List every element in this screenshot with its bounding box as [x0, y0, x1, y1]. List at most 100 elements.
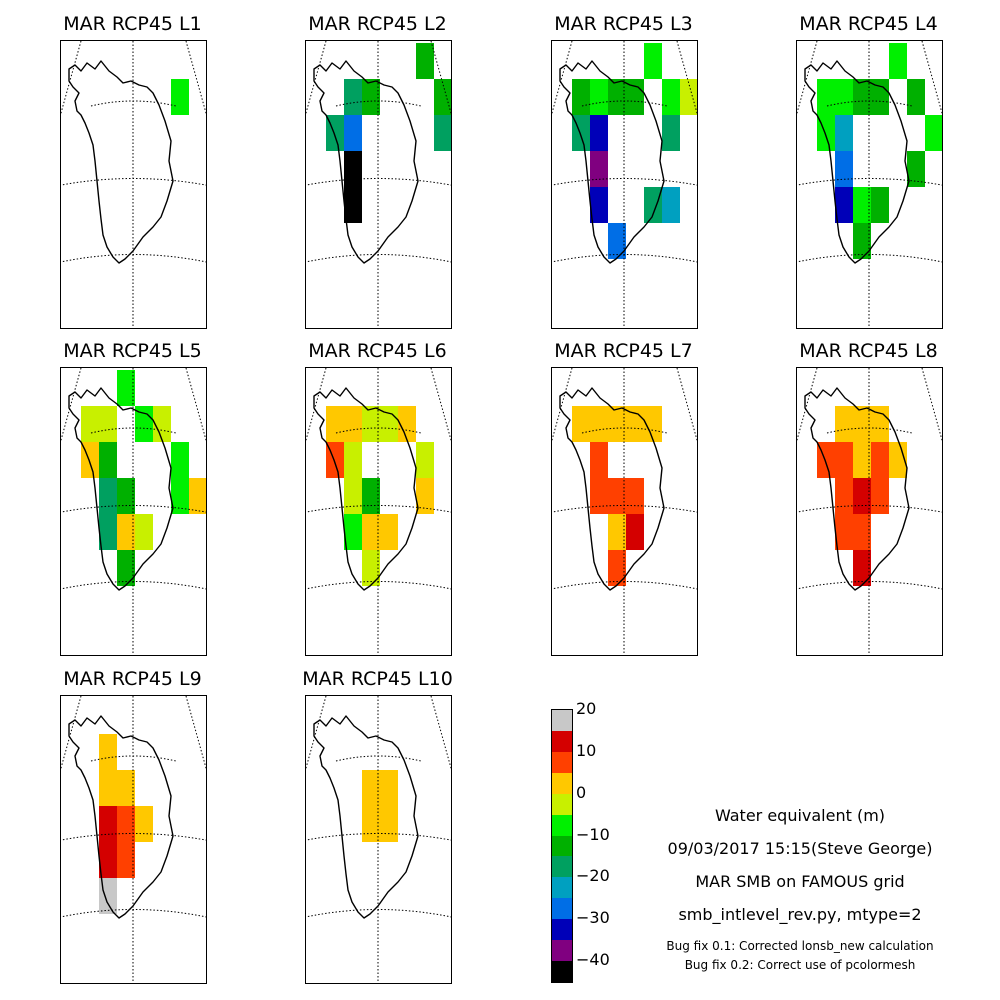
- colorbar: [551, 709, 573, 983]
- grid-cell: [835, 514, 853, 550]
- annotation-bugfix-1: Bug fix 0.1: Corrected lonsb_new calcula…: [666, 939, 934, 953]
- grid-cell: [362, 514, 380, 550]
- coastline: [804, 60, 910, 264]
- annotation-bugfix-2: Bug fix 0.2: Correct use of pcolormesh: [684, 958, 916, 972]
- grid-cell: [99, 734, 117, 770]
- colorbar-segment: [552, 793, 572, 815]
- grid-cell: [362, 406, 380, 442]
- grid-cell: [871, 478, 889, 514]
- map-panel: [551, 367, 698, 656]
- grid-cell: [344, 115, 362, 151]
- colorbar-segment: [552, 877, 572, 899]
- map-svg: [552, 368, 697, 655]
- grid-cell: [644, 187, 662, 223]
- graticule-line: [676, 41, 697, 115]
- grid-cell: [81, 406, 99, 442]
- map-panel: [60, 367, 207, 656]
- panel-title: MAR RCP45 L5: [63, 340, 202, 362]
- colorbar-tick-label: 0: [576, 782, 587, 802]
- grid-cell: [171, 79, 189, 115]
- grid-cell: [135, 806, 153, 842]
- graticule-line: [306, 368, 327, 442]
- grid-cell: [590, 187, 608, 223]
- colorbar-segment: [552, 772, 572, 794]
- grid-cell: [572, 79, 590, 115]
- colorbar-tick-label: 20: [576, 699, 597, 718]
- colorbar-tick-label: −10: [576, 824, 610, 844]
- grid-cell: [853, 223, 871, 259]
- colorbar-segment: [552, 814, 572, 836]
- graticule-line: [61, 368, 82, 442]
- grid-cell: [362, 478, 380, 514]
- graticule-line: [61, 41, 82, 115]
- grid-cell: [907, 79, 925, 115]
- graticule-line: [797, 368, 818, 442]
- grid-cell: [853, 187, 871, 223]
- grid-cell: [362, 770, 380, 806]
- grid-cell: [853, 442, 871, 478]
- grid-cell: [416, 442, 434, 478]
- map-svg: [306, 368, 451, 655]
- grid-cell: [608, 478, 626, 514]
- grid-cell: [171, 478, 189, 514]
- grid-cell: [99, 442, 117, 478]
- grid-cell: [380, 806, 398, 842]
- panel-title: MAR RCP45 L7: [554, 340, 693, 362]
- graticule-line: [185, 41, 206, 115]
- grid-cell: [853, 79, 871, 115]
- grid-cell: [362, 79, 380, 115]
- colorbar-segment: [552, 710, 572, 731]
- map-svg: [306, 41, 451, 328]
- colorbar-segment: [552, 835, 572, 857]
- panel-title: MAR RCP45 L10: [302, 668, 453, 690]
- map-panel: [305, 367, 452, 656]
- panel-title: MAR RCP45 L3: [554, 13, 693, 35]
- grid-cell: [680, 79, 697, 115]
- grid-cell: [835, 442, 853, 478]
- grid-cell: [99, 842, 117, 878]
- map-panel: [305, 695, 452, 984]
- grid-cell: [662, 187, 680, 223]
- graticule-line: [552, 368, 573, 442]
- grid-cell: [608, 223, 626, 259]
- grid-cell: [608, 79, 626, 115]
- map-panel: [60, 695, 207, 984]
- panel-title: MAR RCP45 L2: [308, 13, 447, 35]
- grid-cell: [380, 770, 398, 806]
- grid-cell: [171, 442, 189, 478]
- grid-cell: [398, 406, 416, 442]
- colorbar-segment: [552, 898, 572, 920]
- colorbar-segment: [552, 856, 572, 878]
- grid-cell: [590, 79, 608, 115]
- grid-cell: [835, 406, 853, 442]
- coastline: [559, 60, 665, 264]
- grid-cell: [344, 187, 362, 223]
- grid-cell: [117, 478, 135, 514]
- grid-cell: [608, 550, 626, 586]
- map-panel: [60, 40, 207, 329]
- grid-cell: [835, 478, 853, 514]
- graticule-line: [61, 696, 82, 770]
- map-svg: [797, 41, 942, 328]
- grid-cell: [608, 514, 626, 550]
- map-panel: [796, 367, 943, 656]
- grid-cell: [434, 115, 451, 151]
- grid-cell: [326, 406, 344, 442]
- grid-cell: [362, 806, 380, 842]
- grid-cell: [344, 442, 362, 478]
- grid-cell: [626, 514, 644, 550]
- map-svg: [61, 368, 206, 655]
- grid-cell: [662, 115, 680, 151]
- grid-cell: [662, 79, 680, 115]
- grid-cell: [416, 43, 434, 79]
- map-svg: [61, 696, 206, 983]
- panel-title: MAR RCP45 L1: [63, 13, 202, 35]
- coastline: [68, 60, 174, 264]
- grid-cell: [853, 514, 871, 550]
- grid-cell: [416, 478, 434, 514]
- map-svg: [61, 41, 206, 328]
- grid-cell: [853, 550, 871, 586]
- grid-cell: [590, 478, 608, 514]
- graticule-line: [430, 41, 451, 115]
- grid-cell: [608, 406, 626, 442]
